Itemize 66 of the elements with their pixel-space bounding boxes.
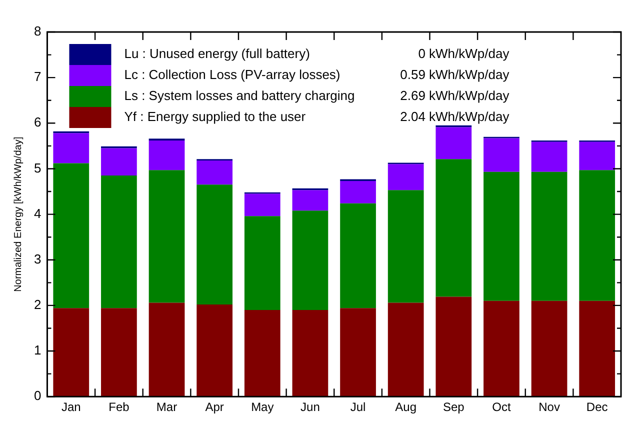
bar — [436, 127, 472, 160]
bar — [292, 210, 328, 310]
x-tick-label: Nov — [538, 400, 560, 414]
x-tick-label: Dec — [586, 400, 608, 414]
bar — [531, 300, 568, 397]
legend-label: Ls : System losses and battery charging — [124, 88, 355, 104]
x-tick-label: Jan — [61, 400, 81, 414]
legend-label: Lc : Collection Loss (PV-array losses) — [124, 67, 340, 82]
bar — [244, 194, 280, 216]
bar — [579, 300, 616, 397]
legend-label: Lu : Unused energy (full battery) — [124, 46, 310, 62]
y-tick-label: 5 — [34, 160, 42, 176]
bar — [388, 164, 424, 190]
bar — [196, 304, 233, 397]
y-axis-title: Normalized Energy [kWh/kWp/day] — [12, 136, 24, 292]
bar — [579, 170, 616, 301]
bar — [436, 159, 472, 297]
annotation: 2.04 kWh/kWp/day — [400, 109, 510, 124]
y-tick-label: 8 — [34, 24, 42, 39]
x-tick-label: Jun — [300, 400, 320, 414]
bar — [340, 203, 376, 308]
bar — [292, 310, 328, 397]
bar — [53, 163, 90, 308]
bar — [148, 170, 185, 303]
y-tick-label: 4 — [34, 206, 42, 221]
bar — [148, 140, 185, 170]
y-tick-label: 6 — [34, 114, 42, 130]
bar — [531, 142, 568, 172]
y-tick-label: 1 — [34, 342, 42, 358]
bar — [340, 308, 376, 397]
bar — [196, 184, 233, 305]
x-tick-label: Mar — [156, 400, 178, 414]
x-tick-label: Sep — [442, 400, 465, 414]
y-tick-label: 2 — [34, 297, 42, 312]
bar — [484, 300, 520, 397]
bar — [53, 308, 90, 397]
bar — [388, 190, 424, 303]
x-tick-label: Apr — [205, 400, 224, 414]
bar — [148, 302, 185, 397]
bar — [101, 308, 137, 397]
bar — [244, 310, 280, 397]
bar — [101, 176, 137, 308]
bar — [531, 172, 568, 301]
bar — [484, 138, 520, 172]
annotation: 0 kWh/kWp/day — [418, 46, 510, 62]
annotation: 2.69 kWh/kWp/day — [400, 88, 510, 104]
y-tick-label: 0 — [34, 388, 42, 404]
bar — [292, 190, 328, 211]
bar — [196, 160, 233, 185]
y-tick-label: 7 — [34, 69, 42, 84]
bar — [244, 216, 280, 310]
bar — [53, 133, 90, 164]
annotation: 0.59 kWh/kWp/day — [400, 67, 510, 82]
bar — [101, 148, 137, 176]
x-tick-label: Jul — [350, 400, 366, 414]
bar — [579, 142, 616, 170]
bar — [436, 296, 472, 397]
x-tick-label: May — [251, 400, 274, 414]
y-tick-label: 3 — [34, 251, 42, 266]
bar — [484, 172, 520, 301]
bar — [340, 181, 376, 204]
x-tick-label: Feb — [108, 400, 130, 414]
bar — [388, 302, 424, 397]
x-tick-label: Oct — [492, 400, 512, 414]
x-tick-label: Aug — [395, 400, 417, 414]
legend-label: Yf : Energy supplied to the user — [124, 109, 306, 124]
